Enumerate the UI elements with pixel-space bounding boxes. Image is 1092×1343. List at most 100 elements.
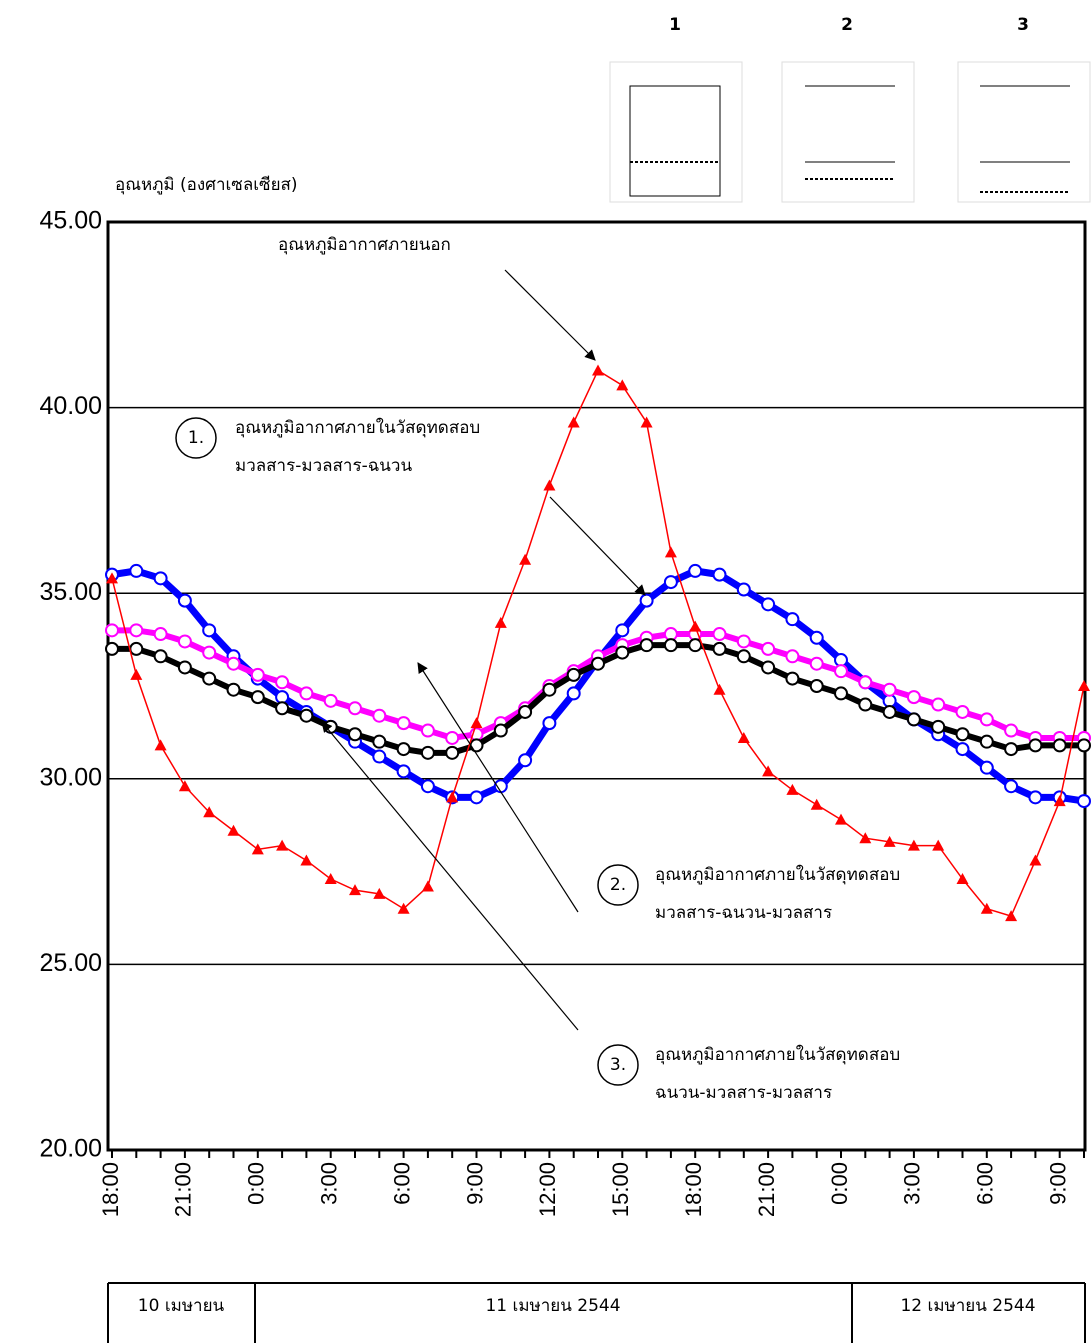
point-marker	[1005, 743, 1017, 755]
chart: 1 2 3 อุณหภูมิ (องศาเซลเซียส) 10 เมษายน …	[0, 0, 1092, 1343]
annotation-arrow	[322, 722, 578, 1030]
diagrams	[610, 62, 1090, 202]
x-tick-label: 21:00	[171, 1162, 196, 1217]
point-marker	[300, 854, 312, 865]
point-marker	[641, 639, 653, 651]
point-marker	[762, 765, 774, 776]
point-marker	[1005, 725, 1017, 737]
page: 1 2 3 อุณหภูมิ (องศาเซลเซียส) 10 เมษายน …	[0, 0, 1092, 1343]
x-tick-label: 21:00	[754, 1162, 779, 1217]
point-marker	[398, 765, 410, 777]
point-marker	[932, 721, 944, 733]
point-marker	[252, 691, 264, 703]
point-marker	[300, 687, 312, 699]
point-marker	[1078, 680, 1090, 691]
y-tick-label: 35.00	[39, 578, 102, 606]
point-marker	[1029, 739, 1041, 751]
point-marker	[543, 684, 555, 696]
point-marker	[228, 658, 240, 670]
point-marker	[714, 569, 726, 581]
point-marker	[568, 687, 580, 699]
point-marker	[665, 546, 677, 557]
point-marker	[641, 416, 653, 427]
point-marker	[641, 595, 653, 607]
point-marker	[203, 673, 215, 685]
point-marker	[422, 725, 434, 737]
point-marker	[1078, 795, 1090, 807]
annotation-number: 2.	[610, 875, 626, 895]
annotation-arrow	[550, 497, 645, 595]
point-marker	[859, 832, 871, 843]
point-marker	[276, 676, 288, 688]
annotation-text: มวลสาร-มวลสาร-ฉนวน	[235, 456, 412, 476]
point-marker	[203, 647, 215, 659]
point-marker	[714, 643, 726, 655]
point-marker	[884, 684, 896, 696]
point-marker	[957, 728, 969, 740]
point-marker	[398, 717, 410, 729]
series-line	[112, 571, 1084, 801]
point-marker	[543, 480, 555, 491]
point-marker	[859, 676, 871, 688]
point-marker	[616, 379, 628, 390]
point-marker	[811, 799, 823, 810]
point-marker	[786, 784, 798, 795]
point-marker	[543, 717, 555, 729]
x-tick-label: 3:00	[317, 1162, 342, 1205]
point-marker	[1078, 739, 1090, 751]
point-marker	[228, 825, 240, 836]
annotation-text: มวลสาร-ฉนวน-มวลสาร	[655, 903, 832, 923]
point-marker	[568, 416, 580, 427]
y-tick-label: 20.00	[39, 1135, 102, 1163]
point-marker	[811, 680, 823, 692]
x-tick-label: 18:00	[681, 1162, 706, 1217]
point-marker	[786, 673, 798, 685]
annotation-text: อุณหภูมิอากาศภายนอก	[278, 235, 451, 255]
point-marker	[155, 628, 167, 640]
point-marker	[519, 706, 531, 718]
point-marker	[155, 739, 167, 750]
point-marker	[835, 814, 847, 825]
point-marker	[446, 747, 458, 759]
point-marker	[957, 873, 969, 884]
series-line	[112, 370, 1084, 916]
point-marker	[519, 554, 531, 565]
point-marker	[130, 624, 142, 636]
point-marker	[276, 840, 288, 851]
point-marker	[398, 743, 410, 755]
point-marker	[568, 669, 580, 681]
point-marker	[762, 598, 774, 610]
annotation-arrow	[418, 663, 578, 912]
point-marker	[106, 643, 118, 655]
point-marker	[349, 884, 361, 895]
diagram-label: 2	[841, 15, 853, 35]
point-marker	[932, 699, 944, 711]
point-marker	[1054, 739, 1066, 751]
point-marker	[884, 706, 896, 718]
point-marker	[422, 780, 434, 792]
point-marker	[762, 661, 774, 673]
point-marker	[592, 658, 604, 670]
point-marker	[252, 669, 264, 681]
point-marker	[300, 710, 312, 722]
y-tick-label: 30.00	[39, 763, 102, 791]
annotation-number: 3.	[610, 1055, 626, 1075]
x-tick-label: 12:00	[535, 1162, 560, 1217]
date-label: 11 เมษายน 2544	[485, 1296, 620, 1316]
point-marker	[1029, 854, 1041, 865]
point-marker	[689, 621, 701, 632]
annotation-text: ฉนวน-มวลสาร-มวลสาร	[655, 1083, 832, 1103]
point-marker	[665, 576, 677, 588]
point-marker	[130, 643, 142, 655]
point-marker	[616, 624, 628, 636]
x-tick-label: 6:00	[973, 1162, 998, 1205]
point-marker	[179, 635, 191, 647]
point-marker	[714, 684, 726, 695]
point-marker	[130, 669, 142, 680]
point-marker	[228, 684, 240, 696]
date-label: 12 เมษายน 2544	[900, 1296, 1035, 1316]
point-marker	[155, 572, 167, 584]
diagram-label: 3	[1017, 15, 1029, 35]
point-marker	[495, 617, 507, 628]
annotation-text: อุณหภูมิอากาศภายในวัสดุทดสอบ	[655, 864, 900, 885]
